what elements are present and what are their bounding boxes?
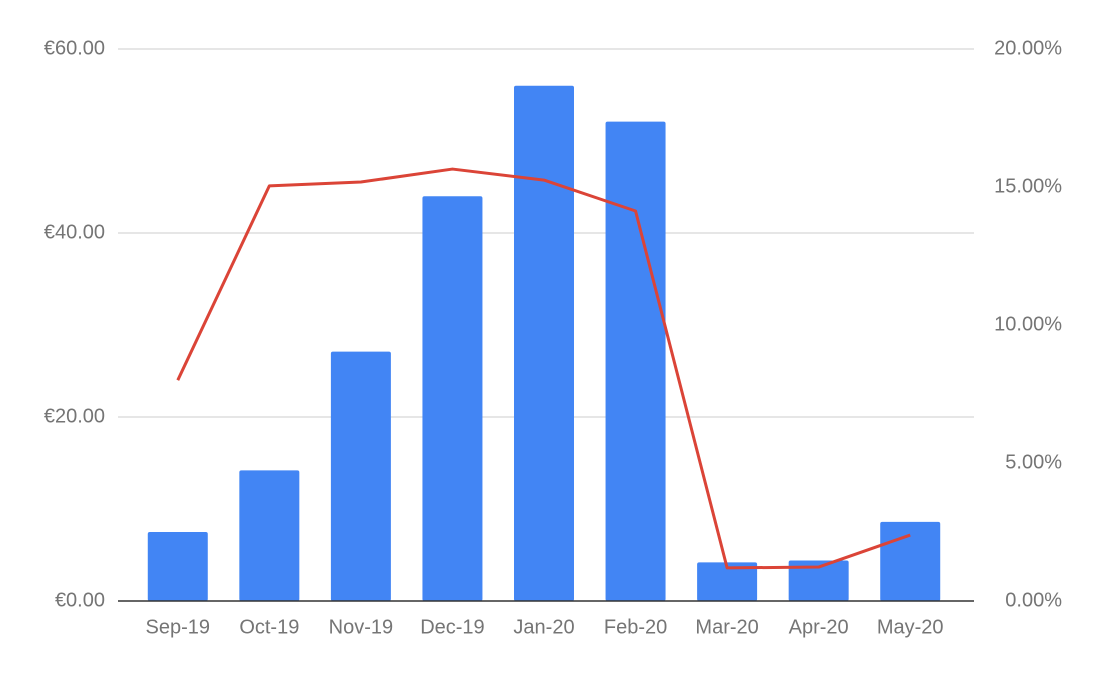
bar xyxy=(788,560,849,601)
y-tick-label: €60.00 xyxy=(44,37,105,59)
x-tick-label: Oct-19 xyxy=(239,616,299,638)
x-tick-label: Dec-19 xyxy=(420,616,484,638)
bar xyxy=(880,521,941,601)
y-tick-label: €40.00 xyxy=(44,221,105,243)
x-tick-label: Jan-20 xyxy=(513,616,574,638)
bar xyxy=(239,470,300,601)
line xyxy=(176,167,911,570)
x-tick-label: Mar-20 xyxy=(695,616,758,638)
bar xyxy=(697,562,758,601)
bar xyxy=(605,121,666,602)
y2-tick-label: 0.00% xyxy=(1005,589,1062,611)
y-tick-label: €20.00 xyxy=(44,405,105,427)
x-tick-label: Nov-19 xyxy=(329,616,393,638)
y2-tick-label: 20.00% xyxy=(994,37,1062,59)
x-tick-label: May-20 xyxy=(877,616,944,638)
x-tick-label: Sep-19 xyxy=(146,616,211,638)
bar xyxy=(147,532,208,601)
y2-tick-label: 10.00% xyxy=(994,313,1062,335)
bar xyxy=(422,196,483,601)
x-tick-label: Apr-20 xyxy=(789,616,849,638)
y2-tick-label: 15.00% xyxy=(994,175,1062,197)
y-tick-label: €0.00 xyxy=(55,589,105,611)
bar xyxy=(330,351,391,601)
x-tick-label: Feb-20 xyxy=(604,616,667,638)
y2-tick-label: 5.00% xyxy=(1005,451,1062,473)
bar xyxy=(514,85,574,602)
